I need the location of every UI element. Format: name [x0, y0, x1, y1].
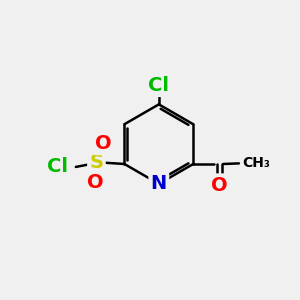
- Text: O: O: [95, 134, 112, 153]
- Text: Cl: Cl: [148, 76, 169, 95]
- Text: N: N: [151, 174, 167, 194]
- Text: CH₃: CH₃: [242, 156, 270, 170]
- Text: O: O: [87, 173, 103, 192]
- Text: S: S: [89, 153, 103, 172]
- Text: Cl: Cl: [47, 158, 68, 176]
- Text: O: O: [212, 176, 228, 195]
